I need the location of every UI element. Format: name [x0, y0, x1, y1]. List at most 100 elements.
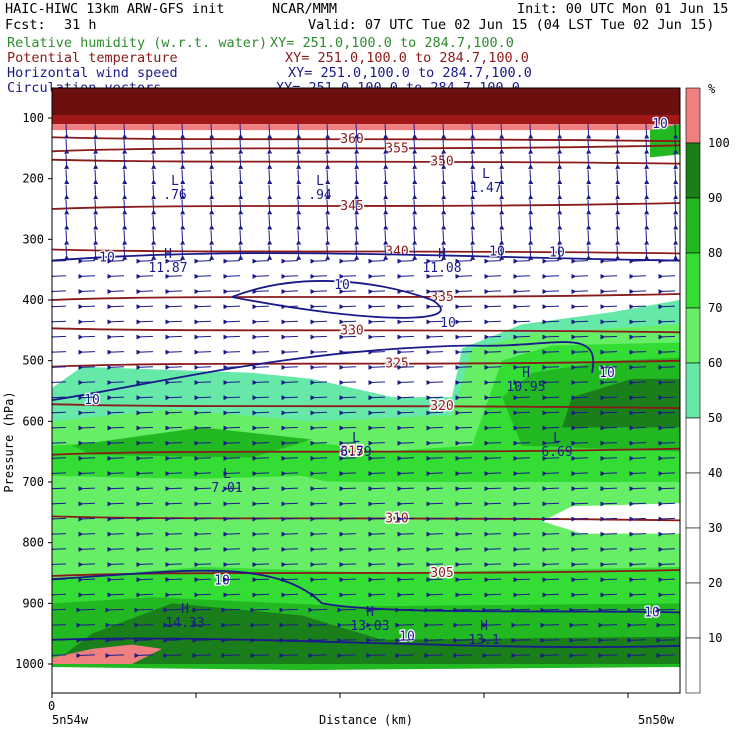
vector-arrow [658, 273, 676, 279]
vector-arrow [165, 531, 183, 537]
vector-arrow [658, 486, 676, 492]
vector-arrow [223, 258, 241, 264]
vector-arrow [658, 501, 676, 507]
vector-arrow [586, 124, 592, 139]
vector-arrow [267, 154, 273, 170]
wind-contour-1 [52, 252, 680, 262]
vector-arrow [455, 577, 473, 583]
vector-arrow [209, 124, 215, 139]
vector-arrow [194, 577, 212, 583]
org-label: NCAR/MMM [272, 1, 337, 17]
theta-label-330: 330 [340, 323, 363, 338]
fcst-label: Fcst: [5, 17, 46, 33]
vector-arrow [107, 304, 125, 310]
vector-arrow [598, 637, 618, 643]
vector-arrow [250, 622, 270, 628]
vector-arrow [484, 471, 502, 477]
field-name-theta: Potential temperature [7, 50, 178, 66]
vector-arrow [383, 230, 389, 245]
vector-arrow [455, 531, 473, 537]
vector-arrow [165, 258, 183, 264]
vector-arrow [238, 199, 244, 215]
vector-arrow [627, 637, 647, 643]
vector-arrow [441, 154, 447, 170]
vector-arrow [134, 607, 154, 613]
vector-arrow [557, 124, 563, 139]
vector-arrow [455, 319, 473, 325]
vector-arrow [627, 653, 647, 659]
vector-arrow [441, 230, 447, 245]
vector-arrow [194, 319, 212, 325]
vector-arrow [528, 169, 534, 185]
vector-arrow [658, 592, 676, 598]
vector-arrow [64, 169, 70, 185]
vector-arrow [337, 637, 357, 643]
vector-arrow [629, 425, 647, 431]
vector-arrow [78, 562, 96, 568]
colorbar-level-label: 20 [708, 576, 722, 590]
field-xy-wind: XY= 251.0,100.0 to 284.7,100.0 [288, 65, 532, 81]
vector-arrow [513, 455, 531, 461]
vector-arrow [383, 124, 389, 139]
vector-arrow [165, 304, 183, 310]
vector-arrow [252, 546, 270, 552]
vector-arrow [279, 637, 299, 643]
vector-arrow [52, 364, 67, 370]
vector-arrow [151, 199, 157, 215]
vector-arrow [600, 486, 618, 492]
vector-arrow [615, 215, 621, 230]
vector-arrow [134, 622, 154, 628]
vector-arrow [238, 215, 244, 230]
vector-arrow [296, 124, 302, 139]
vector-arrow [52, 577, 67, 583]
vector-arrow [513, 425, 531, 431]
vector-arrow [542, 546, 560, 552]
vector-arrow [658, 425, 676, 431]
theta-contour-360 [52, 136, 680, 143]
vector-arrow [107, 380, 125, 386]
vector-arrow [221, 653, 241, 659]
vector-arrow [339, 592, 357, 598]
vector-arrow [571, 380, 589, 386]
vector-arrow [78, 486, 96, 492]
vector-arrow [223, 395, 241, 401]
vector-arrow [368, 289, 386, 295]
vector-arrow [542, 592, 560, 598]
vector-arrow [223, 516, 241, 522]
vector-arrow [629, 577, 647, 583]
vector-arrow [165, 562, 183, 568]
vector-arrow [397, 455, 415, 461]
vector-arrow [165, 349, 183, 355]
vector-arrow [354, 245, 360, 261]
vector-arrow [397, 531, 415, 537]
rh-top-band [52, 88, 680, 115]
vector-arrow [252, 289, 270, 295]
vector-arrow [78, 531, 96, 537]
y-tick-label: 100 [22, 111, 44, 125]
vector-arrow [180, 230, 186, 245]
vector-arrow [542, 440, 560, 446]
vector-arrow [310, 258, 328, 264]
theta-label-355: 355 [385, 141, 408, 156]
vector-arrow [76, 653, 96, 659]
vector-arrow [339, 334, 357, 340]
vector-arrow [397, 592, 415, 598]
vector-arrow [107, 349, 125, 355]
vector-arrow [252, 304, 270, 310]
vector-arrow [105, 653, 125, 659]
vector-arrow [78, 304, 96, 310]
vector-arrow [658, 516, 676, 522]
vector-arrow [629, 380, 647, 386]
vector-arrow [136, 501, 154, 507]
vector-arrow [571, 304, 589, 310]
vector-arrow [339, 562, 357, 568]
vector-arrow [499, 124, 505, 139]
extremum-value-10: 14.33 [165, 616, 204, 631]
valid-label: Valid: 07 UTC Tue 02 Jun 15 (04 LST Tue … [308, 17, 714, 33]
vector-arrow [586, 199, 592, 215]
vector-arrow [339, 471, 357, 477]
vector-arrow [165, 592, 183, 598]
vector-arrow [600, 319, 618, 325]
vector-arrow [644, 245, 650, 261]
vector-arrow [310, 516, 328, 522]
